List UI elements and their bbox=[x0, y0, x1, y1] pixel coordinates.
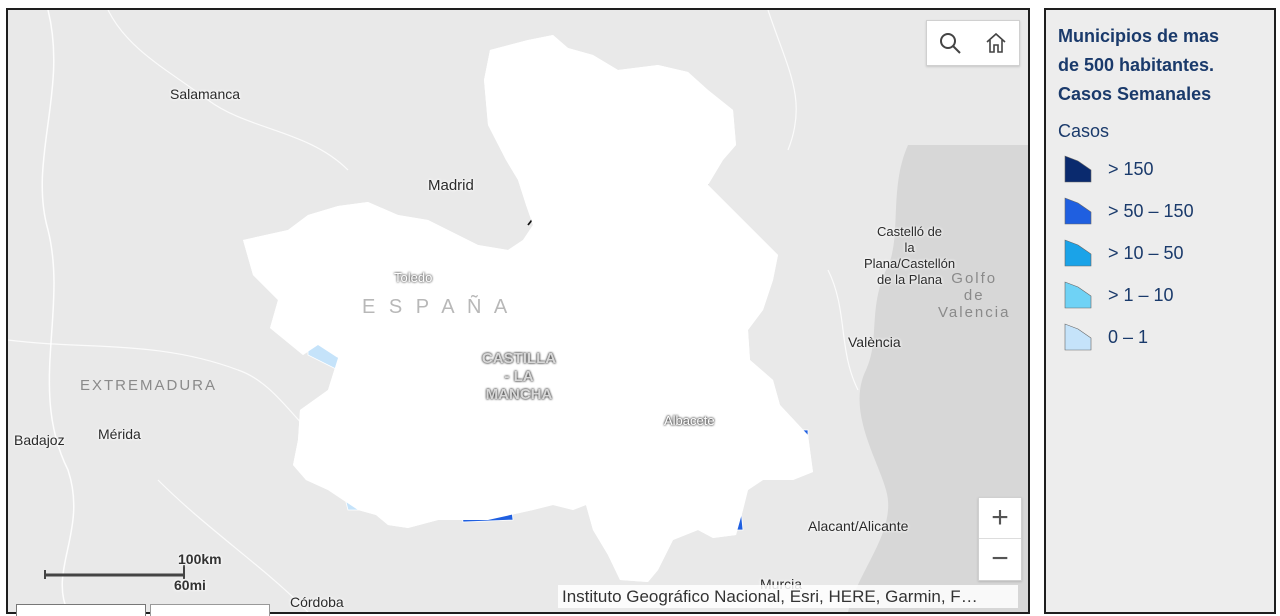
zoom-out-button[interactable]: − bbox=[979, 538, 1021, 579]
home-button[interactable] bbox=[973, 21, 1019, 65]
legend-title: Municipios de mas de 500 habitantes. Cas… bbox=[1058, 26, 1220, 104]
attribution[interactable]: Instituto Geográfico Nacional, Esri, HER… bbox=[558, 585, 1018, 608]
mediterranean-sea bbox=[848, 145, 1028, 612]
border-line bbox=[107, 10, 349, 171]
legend-field-label: Casos bbox=[1058, 121, 1110, 141]
bottom-tab[interactable] bbox=[150, 604, 270, 616]
region-label-castilla-la-mancha: CASTILLA - LA MANCHA bbox=[481, 350, 557, 403]
city-label-madrid: Madrid bbox=[428, 177, 474, 194]
city-label-badajoz: Badajoz bbox=[14, 432, 65, 448]
search-icon bbox=[940, 33, 961, 54]
search-button[interactable] bbox=[927, 21, 973, 65]
legend-item-label: > 10 – 50 bbox=[1108, 242, 1184, 263]
border-line bbox=[767, 10, 797, 151]
city-label-toledo: Toledo bbox=[394, 270, 433, 285]
city-label-cordoba: Córdoba bbox=[290, 594, 344, 610]
region-label-extremadura: EXTREMADURA bbox=[80, 377, 218, 394]
city-label-albacete: Albacete bbox=[664, 413, 715, 428]
border-line bbox=[827, 269, 859, 391]
scale-label-mi: 60mi bbox=[174, 577, 206, 593]
city-label-merida: Mérida bbox=[98, 426, 141, 442]
city-label-castello: Castelló de la Plana/Castellón de la Pla… bbox=[864, 224, 956, 287]
legend-panel: Municipios de mas de 500 habitantes. Cas… bbox=[1044, 8, 1276, 614]
basemap bbox=[8, 10, 1028, 612]
legend-swatch bbox=[1064, 323, 1092, 351]
city-label-valencia: València bbox=[848, 334, 901, 350]
scale-bar: 100km 60mi bbox=[42, 551, 222, 597]
legend-swatch bbox=[1064, 197, 1092, 225]
region-label-espana: E S P A Ñ A bbox=[362, 296, 512, 318]
legend-item: > 10 – 50 bbox=[1058, 232, 1262, 274]
legend-swatch bbox=[1064, 281, 1092, 309]
border-line bbox=[157, 479, 309, 612]
city-label-alicante: Alacant/Alicante bbox=[808, 518, 909, 534]
border-line bbox=[41, 10, 75, 612]
sea-label-golfo: Golfo de Valencia bbox=[938, 270, 1011, 321]
legend-item-label: > 150 bbox=[1108, 158, 1154, 179]
map-view[interactable]: Salamanca Madrid Toledo Badajoz Mérida V… bbox=[6, 8, 1030, 614]
map-toolbar bbox=[926, 20, 1020, 66]
border-line bbox=[8, 339, 309, 431]
zoom-control: + − bbox=[978, 497, 1022, 581]
legend-item-label: > 1 – 10 bbox=[1108, 284, 1174, 305]
legend-swatch bbox=[1064, 155, 1092, 183]
legend-item-label: > 50 – 150 bbox=[1108, 200, 1194, 221]
bottom-tab[interactable] bbox=[16, 604, 146, 616]
legend-item: > 1 – 10 bbox=[1058, 274, 1262, 316]
city-label-salamanca: Salamanca bbox=[170, 86, 241, 102]
legend-item: 0 – 1 bbox=[1058, 316, 1262, 358]
zoom-in-button[interactable]: + bbox=[991, 501, 1009, 534]
legend-item: > 150 bbox=[1058, 148, 1262, 190]
legend-swatch bbox=[1064, 239, 1092, 267]
legend-item: > 50 – 150 bbox=[1058, 190, 1262, 232]
legend-item-label: 0 – 1 bbox=[1108, 326, 1149, 347]
home-icon bbox=[986, 32, 1006, 53]
scale-label-km: 100km bbox=[178, 551, 222, 567]
